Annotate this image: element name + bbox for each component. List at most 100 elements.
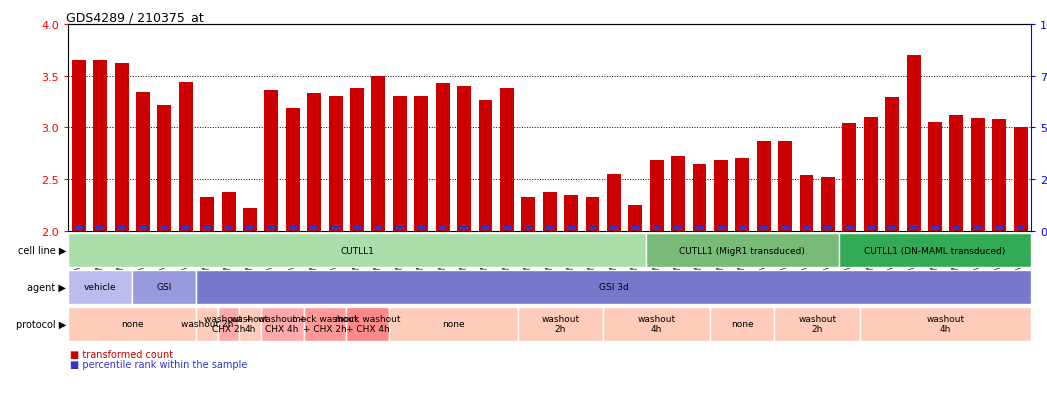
Bar — [525, 227, 532, 231]
Bar — [415, 97, 428, 231]
Bar — [928, 123, 942, 231]
Text: washout
4h: washout 4h — [231, 314, 269, 334]
Bar — [396, 227, 403, 231]
Bar — [738, 227, 747, 231]
Bar — [157, 105, 172, 231]
Text: cell line ▶: cell line ▶ — [18, 245, 66, 256]
Text: mock washout
+ CHX 4h: mock washout + CHX 4h — [335, 314, 401, 334]
Bar — [542, 192, 557, 231]
Bar — [603, 307, 710, 341]
Bar — [499, 89, 514, 231]
Bar — [504, 227, 511, 231]
Bar — [307, 94, 321, 231]
Bar — [646, 234, 839, 267]
Bar — [885, 98, 899, 231]
Bar — [203, 227, 210, 231]
Bar — [971, 119, 985, 231]
Bar — [439, 227, 446, 231]
Bar — [461, 227, 468, 231]
Bar — [261, 307, 304, 341]
Bar — [517, 307, 603, 341]
Bar — [710, 307, 775, 341]
Bar — [607, 175, 621, 231]
Bar — [311, 227, 318, 231]
Bar — [1013, 128, 1027, 231]
Bar — [650, 161, 664, 231]
Text: CUTLL1 (DN-MAML transduced): CUTLL1 (DN-MAML transduced) — [865, 246, 1005, 255]
Bar — [393, 97, 407, 231]
Bar — [910, 226, 917, 231]
Bar — [218, 307, 240, 341]
Bar — [781, 226, 788, 231]
Bar — [778, 142, 793, 231]
Bar — [72, 61, 86, 231]
Text: ■ transformed count: ■ transformed count — [70, 349, 173, 359]
Bar — [132, 271, 197, 304]
Bar — [714, 161, 728, 231]
Bar — [197, 307, 218, 341]
Bar — [68, 307, 197, 341]
Text: GSI: GSI — [157, 283, 172, 292]
Bar — [268, 227, 275, 231]
Bar — [931, 226, 939, 231]
Bar — [821, 178, 834, 231]
Bar — [1017, 226, 1024, 231]
Bar — [289, 227, 296, 231]
Bar — [179, 83, 193, 231]
Bar — [692, 164, 707, 231]
Bar — [907, 56, 920, 231]
Bar — [136, 93, 150, 231]
Bar — [521, 197, 535, 231]
Text: CUTLL1 (MigR1 transduced): CUTLL1 (MigR1 transduced) — [680, 246, 805, 255]
Bar — [800, 176, 814, 231]
Bar — [846, 226, 853, 231]
Bar — [372, 76, 385, 231]
Text: washout
4h: washout 4h — [638, 314, 675, 334]
Bar — [139, 227, 147, 231]
Bar — [75, 227, 83, 231]
Text: mock washout
+ CHX 2h: mock washout + CHX 2h — [292, 314, 358, 334]
Bar — [974, 226, 981, 231]
Bar — [329, 97, 342, 231]
Text: none: none — [731, 320, 754, 328]
Bar — [585, 197, 600, 231]
Bar — [839, 234, 1031, 267]
Bar — [478, 101, 492, 231]
Bar — [482, 227, 489, 231]
Text: washout +
CHX 2h: washout + CHX 2h — [204, 314, 252, 334]
Bar — [118, 227, 126, 231]
Bar — [304, 307, 347, 341]
Bar — [197, 271, 1031, 304]
Bar — [588, 227, 596, 231]
Bar — [350, 89, 364, 231]
Bar — [631, 227, 639, 231]
Bar — [653, 227, 661, 231]
Bar — [996, 226, 1003, 231]
Bar — [864, 118, 877, 231]
Text: ■ percentile rank within the sample: ■ percentile rank within the sample — [70, 359, 247, 369]
Bar — [418, 227, 425, 231]
Bar — [458, 87, 471, 231]
Bar — [200, 197, 215, 231]
Bar — [993, 120, 1006, 231]
Bar — [265, 91, 279, 231]
Bar — [760, 226, 767, 231]
Text: none: none — [442, 320, 465, 328]
Bar — [775, 307, 860, 341]
Bar — [222, 192, 236, 231]
Bar — [160, 227, 169, 231]
Bar — [96, 226, 104, 231]
Bar — [182, 227, 190, 231]
Text: washout
2h: washout 2h — [798, 314, 837, 334]
Bar — [436, 83, 449, 231]
Text: CUTLL1: CUTLL1 — [340, 246, 374, 255]
Bar — [332, 227, 339, 231]
Bar — [567, 227, 575, 231]
Bar — [671, 157, 685, 231]
Text: none: none — [121, 320, 143, 328]
Text: GSI 3d: GSI 3d — [599, 283, 629, 292]
Bar — [353, 227, 361, 231]
Bar — [243, 209, 257, 231]
Bar — [564, 195, 578, 231]
Bar — [953, 226, 960, 231]
